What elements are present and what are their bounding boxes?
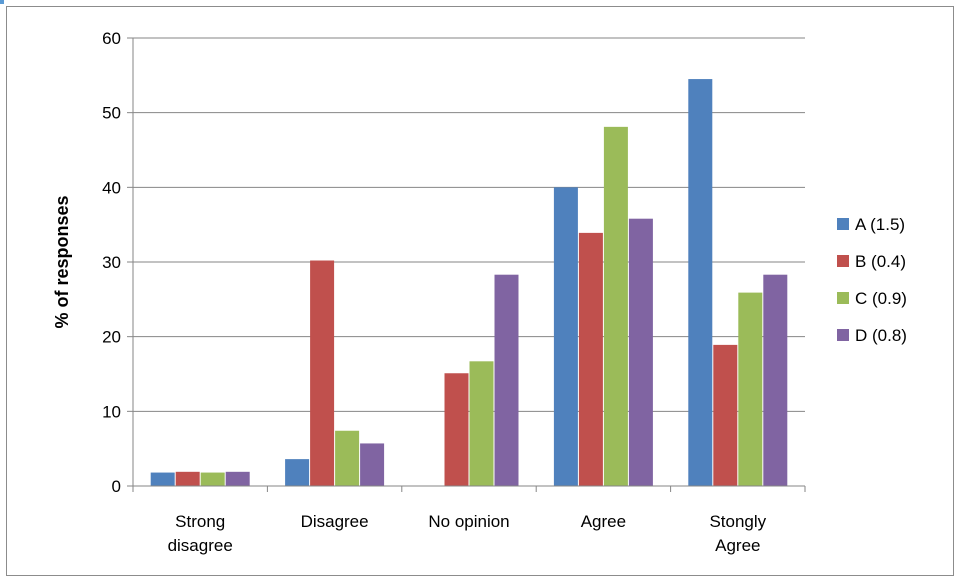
y-axis-label: % of responses [52,195,72,328]
legend-label: C (0.9) [855,289,907,308]
bar [763,274,788,486]
y-tick-label: 50 [102,104,121,123]
bar [628,218,653,486]
legend: A (1.5) B (0.4) C (0.9) D (0.8) [837,215,907,345]
y-tick-label: 0 [112,477,121,496]
x-tick-label: Disagree [301,512,369,531]
bar [469,361,494,486]
bar [150,472,175,486]
bars-group [150,79,788,487]
x-tick-label: No opinion [428,512,509,531]
legend-label: D (0.8) [855,326,907,345]
bar [738,292,763,486]
legend-swatch [837,329,849,341]
axes-group [127,37,806,492]
legend-swatch [837,292,849,304]
legend-label: B (0.4) [855,252,906,271]
bar [310,260,335,486]
bar [688,79,713,487]
x-tick-label: Agree [715,536,760,555]
y-tick-label: 60 [102,29,121,48]
corner-accent [0,0,4,4]
bar [494,274,519,486]
legend-swatch [837,255,849,267]
bar [335,430,360,486]
x-tick-label: disagree [168,536,233,555]
x-tick-label: Agree [581,512,626,531]
bar [225,471,250,486]
y-tick-label: 10 [102,402,121,421]
bar [360,443,385,486]
legend-swatch [837,218,849,230]
legend-label: A (1.5) [855,215,905,234]
bar [553,187,578,487]
bar [713,344,738,486]
y-tick-labels: 0 10 20 30 40 50 60 [102,29,121,496]
bar [200,472,225,486]
bar [444,373,469,486]
x-tick-label: Stongly [709,512,766,531]
bar [578,232,603,486]
x-tick-labels: Strong disagree Disagree No opinion Agree Sto… [168,512,767,555]
y-tick-label: 40 [102,178,121,197]
x-tick-label: Strong [175,512,225,531]
bar [603,126,628,486]
y-tick-label: 30 [102,253,121,272]
bar [175,471,200,486]
y-tick-label: 20 [102,328,121,347]
bar [285,459,310,486]
